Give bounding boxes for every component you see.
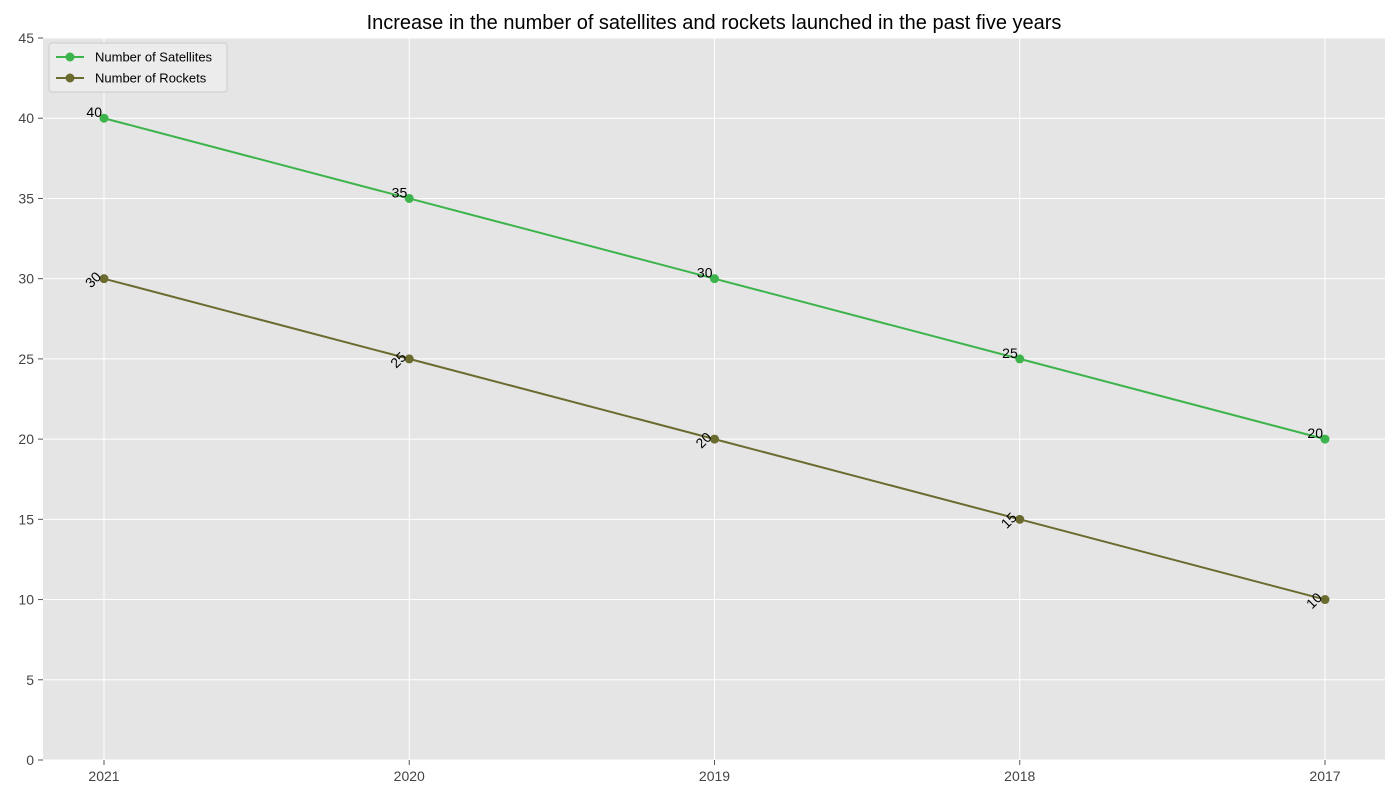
data-label: 35 <box>392 184 408 200</box>
data-point <box>404 354 414 364</box>
y-tick-label: 15 <box>18 511 34 527</box>
series-layer <box>99 113 1330 605</box>
y-tick-label: 40 <box>18 110 34 126</box>
legend-swatch-marker <box>65 73 75 83</box>
data-point <box>710 434 719 444</box>
data-point <box>99 274 109 284</box>
data-point <box>1015 354 1025 364</box>
chart-title: Increase in the number of satellites and… <box>367 12 1062 34</box>
data-point <box>1320 434 1330 444</box>
x-tick-label: 2019 <box>699 768 730 784</box>
data-point <box>1320 595 1330 605</box>
data-label: 30 <box>697 265 713 281</box>
y-tick-label: 45 <box>18 30 34 46</box>
legend-swatch-marker <box>65 52 75 62</box>
data-point <box>404 193 414 203</box>
data-label: 25 <box>1002 345 1018 361</box>
y-tick-label: 35 <box>18 190 34 206</box>
y-tick-label: 5 <box>26 672 34 688</box>
x-tick-label: 2017 <box>1309 768 1340 784</box>
legend-box <box>48 42 228 93</box>
legend-label: Number of Rockets <box>95 71 207 86</box>
y-tick-label: 0 <box>26 752 34 768</box>
y-tick-label: 30 <box>18 271 34 287</box>
x-tick-label: 2020 <box>394 768 425 784</box>
data-label: 40 <box>86 104 102 120</box>
legend-label: Number of Satellites <box>95 50 213 65</box>
y-tick-label: 25 <box>18 351 34 367</box>
data-point <box>710 274 719 284</box>
y-tick-label: 10 <box>18 592 34 608</box>
x-tick-label: 2018 <box>1004 768 1035 784</box>
y-tick-label: 20 <box>18 431 34 447</box>
grid-layer <box>43 37 1385 761</box>
data-label: 20 <box>1307 425 1323 441</box>
data-point <box>1015 514 1025 524</box>
data-point <box>99 113 109 123</box>
x-tick-label: 2021 <box>88 768 119 784</box>
x-axis: 2021 2020 2019 2018 2017 <box>88 760 1341 784</box>
legend[interactable]: Number of Satellites Number of Rockets <box>48 42 228 93</box>
y-axis: 0 5 10 15 20 25 30 35 40 45 <box>18 30 43 768</box>
